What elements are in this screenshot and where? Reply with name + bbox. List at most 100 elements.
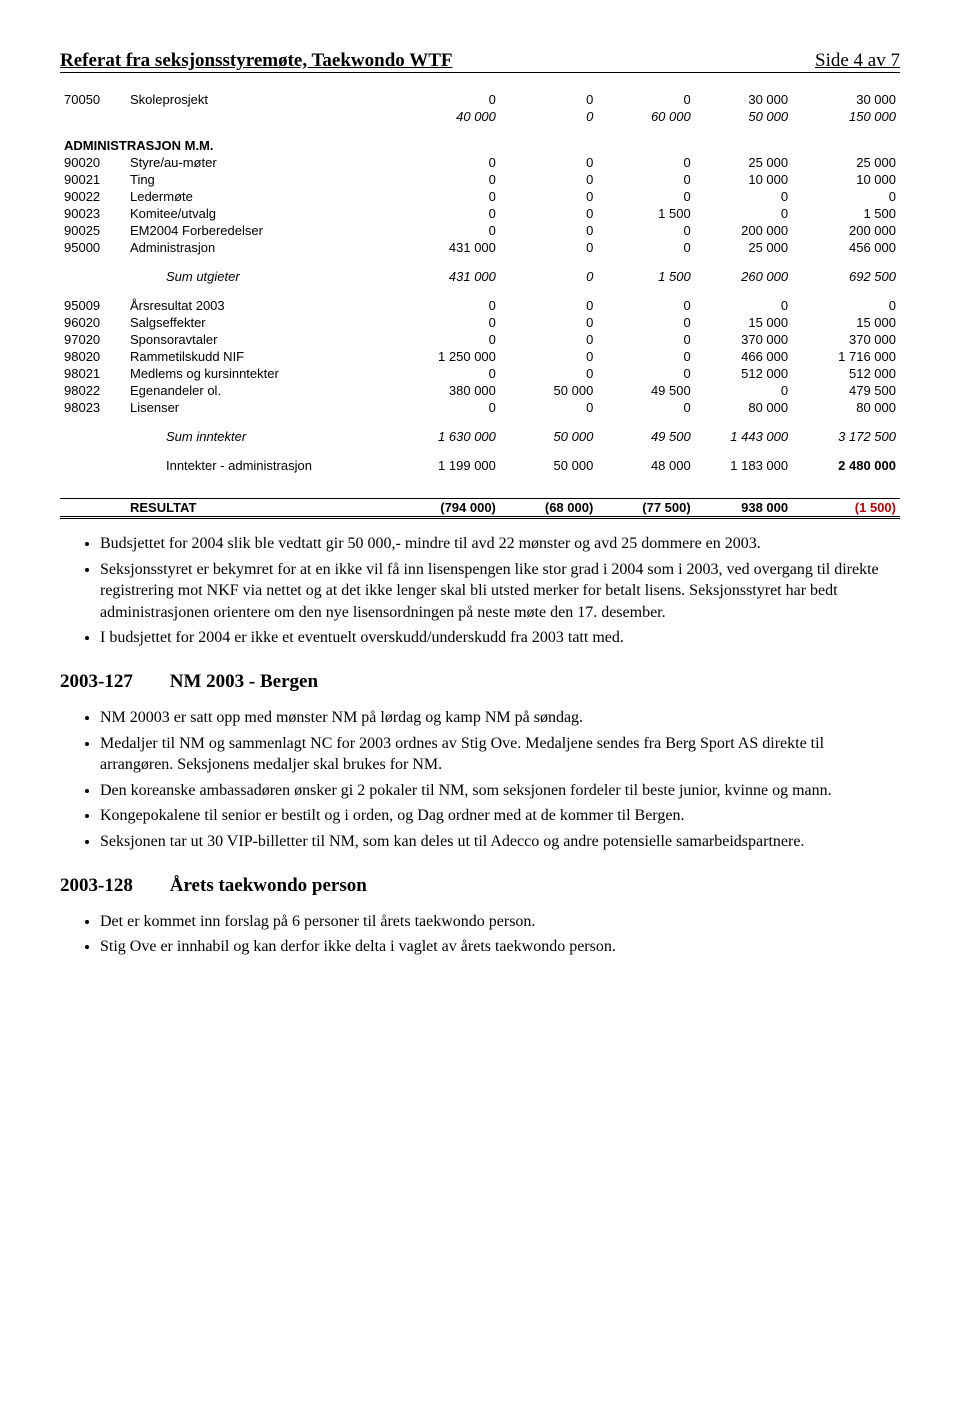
row-value: 0 [597, 171, 694, 188]
row-value: 0 [500, 365, 597, 382]
row-value: 0 [402, 91, 499, 108]
row-value: 0 [597, 314, 694, 331]
row-total: 456 000 [792, 239, 900, 256]
table-row: 98021Medlems og kursinntekter000512 0005… [60, 365, 900, 382]
row-code: 90020 [60, 154, 126, 171]
row-value: 0 [500, 171, 597, 188]
row-total: 200 000 [792, 222, 900, 239]
row-value: 0 [500, 205, 597, 222]
row-value: 0 [597, 154, 694, 171]
page-header: Referat fra seksjonsstyremøte, Taekwondo… [60, 50, 900, 73]
list-item: Medaljer til NM og sammenlagt NC for 200… [100, 733, 900, 776]
row-code: 97020 [60, 331, 126, 348]
list-item: Den koreanske ambassadøren ønsker gi 2 p… [100, 780, 900, 802]
row-value: 0 [500, 154, 597, 171]
row-label: Salgseffekter [126, 314, 403, 331]
row-total: 80 000 [792, 399, 900, 416]
row-code: 98023 [60, 399, 126, 416]
row-value: 0 [500, 108, 597, 125]
row-code: 95009 [60, 297, 126, 314]
table-row: 90022Ledermøte00000 [60, 188, 900, 205]
row-total: 10 000 [792, 171, 900, 188]
table-row [60, 445, 900, 457]
row-label: Ledermøte [126, 188, 403, 205]
table-row: 90021Ting00010 00010 000 [60, 171, 900, 188]
table-row: 90023Komitee/utvalg001 50001 500 [60, 205, 900, 222]
row-total: 512 000 [792, 365, 900, 382]
result-row: RESULTAT(794 000)(68 000)(77 500)938 000… [60, 499, 900, 518]
row-value: 0 [597, 365, 694, 382]
row-code [60, 428, 126, 445]
row-value: 512 000 [695, 365, 792, 382]
row-value: 0 [402, 399, 499, 416]
row-value: 40 000 [402, 108, 499, 125]
section-128-heading: 2003-128 Årets taekwondo person [60, 875, 900, 897]
row-value: 1 500 [597, 268, 694, 285]
row-value: 260 000 [695, 268, 792, 285]
row-value: 0 [597, 188, 694, 205]
row-value: 0 [500, 222, 597, 239]
result-value: 938 000 [695, 499, 792, 518]
row-value: 0 [402, 314, 499, 331]
row-label: EM2004 Forberedelser [126, 222, 403, 239]
row-total: 3 172 500 [792, 428, 900, 445]
row-value: 49 500 [597, 382, 694, 399]
section-num: 2003-127 [60, 671, 165, 693]
budget-table: 70050Skoleprosjekt00030 00030 00040 0000… [60, 91, 900, 519]
row-label: Egenandeler ol. [126, 382, 403, 399]
list-item: Seksjonsstyret er bekymret for at en ikk… [100, 559, 900, 624]
row-value: 50 000 [500, 457, 597, 474]
row-value: 0 [500, 268, 597, 285]
row-value: 1 199 000 [402, 457, 499, 474]
row-total: 0 [792, 188, 900, 205]
header-title: Referat fra seksjonsstyremøte, Taekwondo… [60, 50, 452, 72]
row-total: 30 000 [792, 91, 900, 108]
row-value: 431 000 [402, 268, 499, 285]
table-row: 40 000060 00050 000150 000 [60, 108, 900, 125]
bullets-127: NM 20003 er satt opp med mønster NM på l… [100, 707, 900, 853]
result-value: (794 000) [402, 499, 499, 518]
table-row: 96020Salgseffekter00015 00015 000 [60, 314, 900, 331]
row-code [60, 108, 126, 125]
row-label: Sum utgieter [126, 268, 403, 285]
list-item: Det er kommet inn forslag på 6 personer … [100, 911, 900, 933]
row-value: 0 [597, 222, 694, 239]
table-row [60, 256, 900, 268]
row-label: Sum inntekter [126, 428, 403, 445]
table-row: 98022Egenandeler ol.380 00050 00049 5000… [60, 382, 900, 399]
row-total: 15 000 [792, 314, 900, 331]
section-label: ADMINISTRASJON M.M. [60, 137, 900, 154]
row-value: 50 000 [500, 382, 597, 399]
bullets-128: Det er kommet inn forslag på 6 personer … [100, 911, 900, 958]
row-code: 90022 [60, 188, 126, 205]
row-label: Komitee/utvalg [126, 205, 403, 222]
row-value: 1 500 [597, 205, 694, 222]
row-code: 90021 [60, 171, 126, 188]
row-value: 0 [402, 154, 499, 171]
row-value: 0 [402, 331, 499, 348]
table-row: ADMINISTRASJON M.M. [60, 137, 900, 154]
row-label: Sponsoravtaler [126, 331, 403, 348]
row-value: 0 [695, 382, 792, 399]
row-value: 60 000 [597, 108, 694, 125]
row-label: Inntekter - administrasjon [126, 457, 403, 474]
list-item: Kongepokalene til senior er bestilt og i… [100, 805, 900, 827]
row-value: 0 [500, 297, 597, 314]
row-value: 50 000 [500, 428, 597, 445]
row-total: 1 716 000 [792, 348, 900, 365]
row-value: 0 [500, 239, 597, 256]
row-value: 0 [500, 91, 597, 108]
table-row: Sum utgieter431 00001 500260 000692 500 [60, 268, 900, 285]
row-total: 150 000 [792, 108, 900, 125]
row-value: 0 [597, 348, 694, 365]
row-code: 98021 [60, 365, 126, 382]
row-value: 1 443 000 [695, 428, 792, 445]
row-label: Årsresultat 2003 [126, 297, 403, 314]
row-value: 50 000 [695, 108, 792, 125]
row-value: 200 000 [695, 222, 792, 239]
list-item: I budsjettet for 2004 er ikke et eventue… [100, 627, 900, 649]
row-value: 0 [597, 399, 694, 416]
row-value: 0 [500, 314, 597, 331]
section-127-heading: 2003-127 NM 2003 - Bergen [60, 671, 900, 693]
row-value: 380 000 [402, 382, 499, 399]
